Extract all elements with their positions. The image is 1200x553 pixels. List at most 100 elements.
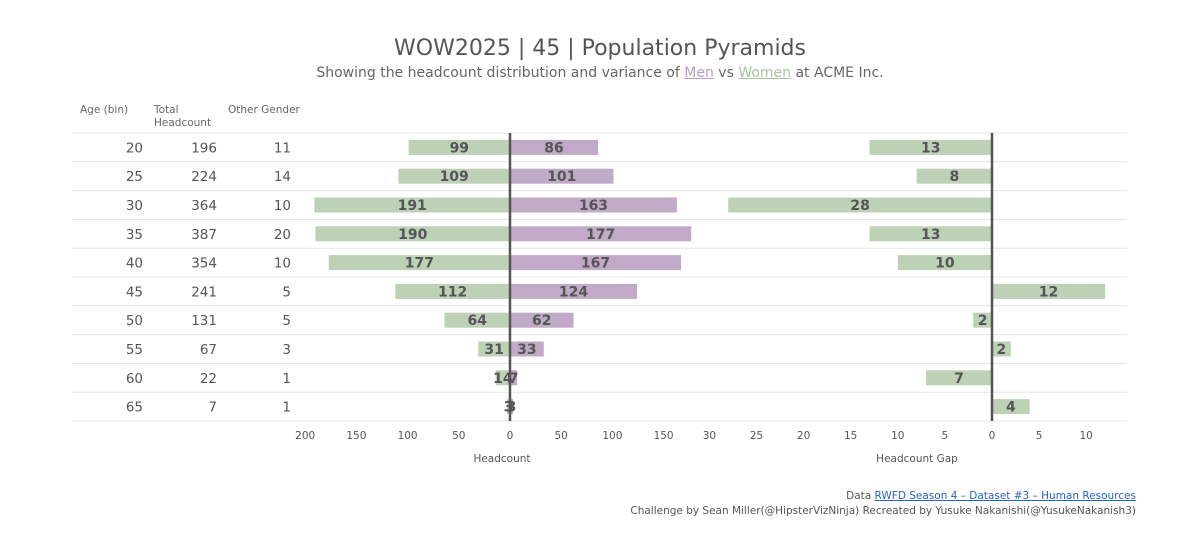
men-bar <box>510 197 677 213</box>
total-headcount-value: 196 <box>191 140 217 156</box>
gap-value-label: 13 <box>921 140 940 156</box>
footer-data-prefix: Data <box>846 490 875 502</box>
footer-data-line: Data RWFD Season 4 – Dataset #3 – Human … <box>846 490 1136 502</box>
pyramid-tick-label: 100 <box>398 430 418 442</box>
chart-title: WOW2025 | 45 | Population Pyramids <box>394 36 806 61</box>
age-bin-label: 50 <box>126 313 143 329</box>
women-bar <box>408 139 510 155</box>
men-value-label: 62 <box>532 313 551 329</box>
other-gender-value: 1 <box>282 400 291 416</box>
women-bar <box>444 312 510 328</box>
women-value-label: 99 <box>450 140 469 156</box>
men-value-label: 86 <box>544 140 563 156</box>
gap-tick-label: 20 <box>797 430 810 442</box>
age-bin-label: 20 <box>126 140 143 156</box>
age-bin-label: 60 <box>126 371 143 387</box>
total-headcount-value: 67 <box>200 342 217 358</box>
women-value-label: 31 <box>484 342 503 358</box>
gap-tick-label: 15 <box>844 430 857 442</box>
other-gender-value: 11 <box>274 140 291 156</box>
footer-credit: Challenge by Sean Miller(@HipsterVizNinj… <box>630 505 1136 517</box>
women-bar <box>478 341 510 357</box>
gap-tick-label: 10 <box>1080 430 1093 442</box>
women-bar <box>315 226 510 242</box>
other-gender-value: 10 <box>274 256 291 272</box>
men-value-label: 124 <box>559 284 588 300</box>
other-gender-value: 10 <box>274 198 291 214</box>
other-gender-value: 5 <box>282 313 291 329</box>
column-header-total: Total Headcount <box>154 104 212 129</box>
men-bar <box>510 226 692 242</box>
men-value-label: 177 <box>586 227 615 243</box>
gap-bar-men <box>992 399 1030 415</box>
footer-data-link[interactable]: RWFD Season 4 – Dataset #3 – Human Resou… <box>874 490 1136 502</box>
other-gender-value: 1 <box>282 371 291 387</box>
pyramid-tick-label: 200 <box>295 430 315 442</box>
men-bar <box>510 370 518 386</box>
other-gender-value: 20 <box>274 227 291 243</box>
total-headcount-value: 387 <box>191 227 217 243</box>
age-bin-label: 65 <box>126 400 143 416</box>
gap-tick-label: 25 <box>750 430 763 442</box>
gap-tick-label: 30 <box>703 430 716 442</box>
women-bar <box>328 255 510 271</box>
gap-bar-women <box>897 255 992 271</box>
gap-value-label: 4 <box>1006 400 1016 416</box>
gap-tick-label: 10 <box>891 430 904 442</box>
men-value-label: 163 <box>579 198 608 214</box>
gap-value-label: 7 <box>954 371 964 387</box>
women-value-label: 14 <box>493 371 513 387</box>
women-bar <box>506 399 510 415</box>
women-value-label: 112 <box>438 284 467 300</box>
age-bin-label: 45 <box>126 284 143 300</box>
pyramid-tick-label: 150 <box>654 430 674 442</box>
age-bin-label: 35 <box>126 227 143 243</box>
total-headcount-value: 22 <box>200 371 217 387</box>
gap-value-label: 10 <box>935 256 955 272</box>
gap-value-label: 2 <box>997 342 1007 358</box>
men-bar <box>510 283 637 299</box>
other-gender-value: 14 <box>274 169 291 185</box>
subtitle-prefix: Showing the headcount distribution and v… <box>316 65 685 81</box>
age-bin-label: 40 <box>126 256 143 272</box>
gap-value-label: 13 <box>921 227 940 243</box>
subtitle-women-link[interactable]: Women <box>738 65 792 81</box>
pyramid-tick-label: 100 <box>602 430 622 442</box>
age-bin-label: 25 <box>126 169 143 185</box>
subtitle-men-link[interactable]: Men <box>684 65 714 81</box>
gap-bar-women <box>916 168 992 184</box>
total-headcount-value: 7 <box>208 400 217 416</box>
women-value-label: 64 <box>467 313 487 329</box>
men-value-label: 33 <box>517 342 536 358</box>
women-bar <box>495 370 510 386</box>
column-header-age: Age (bin) <box>80 104 129 116</box>
gap-value-label: 8 <box>949 169 959 185</box>
women-value-label: 109 <box>440 169 469 185</box>
gap-bar-women <box>926 370 992 386</box>
gap-bar-women <box>728 197 992 213</box>
total-headcount-value: 354 <box>191 256 217 272</box>
men-bar <box>510 341 544 357</box>
men-value-label: 7 <box>509 371 519 387</box>
gap-tick-label: 0 <box>989 430 996 442</box>
women-bar <box>314 197 510 213</box>
pyramid-tick-label: 0 <box>507 430 514 442</box>
gap-tick-label: 5 <box>942 430 949 442</box>
age-bin-label: 55 <box>126 342 143 358</box>
total-headcount-value: 224 <box>191 169 217 185</box>
column-header-other: Other Gender <box>228 104 300 116</box>
other-gender-value: 3 <box>282 342 291 358</box>
total-headcount-value: 364 <box>191 198 217 214</box>
gap-value-label: 12 <box>1039 284 1058 300</box>
men-bar <box>510 168 614 184</box>
gap-bar-women <box>869 139 992 155</box>
total-headcount-value: 241 <box>191 284 217 300</box>
subtitle-suffix: at ACME Inc. <box>791 65 884 81</box>
gap-value-label: 28 <box>850 198 869 214</box>
men-bar <box>510 139 599 155</box>
women-value-label: 191 <box>398 198 427 214</box>
women-bar <box>398 168 510 184</box>
men-bar <box>510 312 574 328</box>
women-value-label: 190 <box>398 227 427 243</box>
